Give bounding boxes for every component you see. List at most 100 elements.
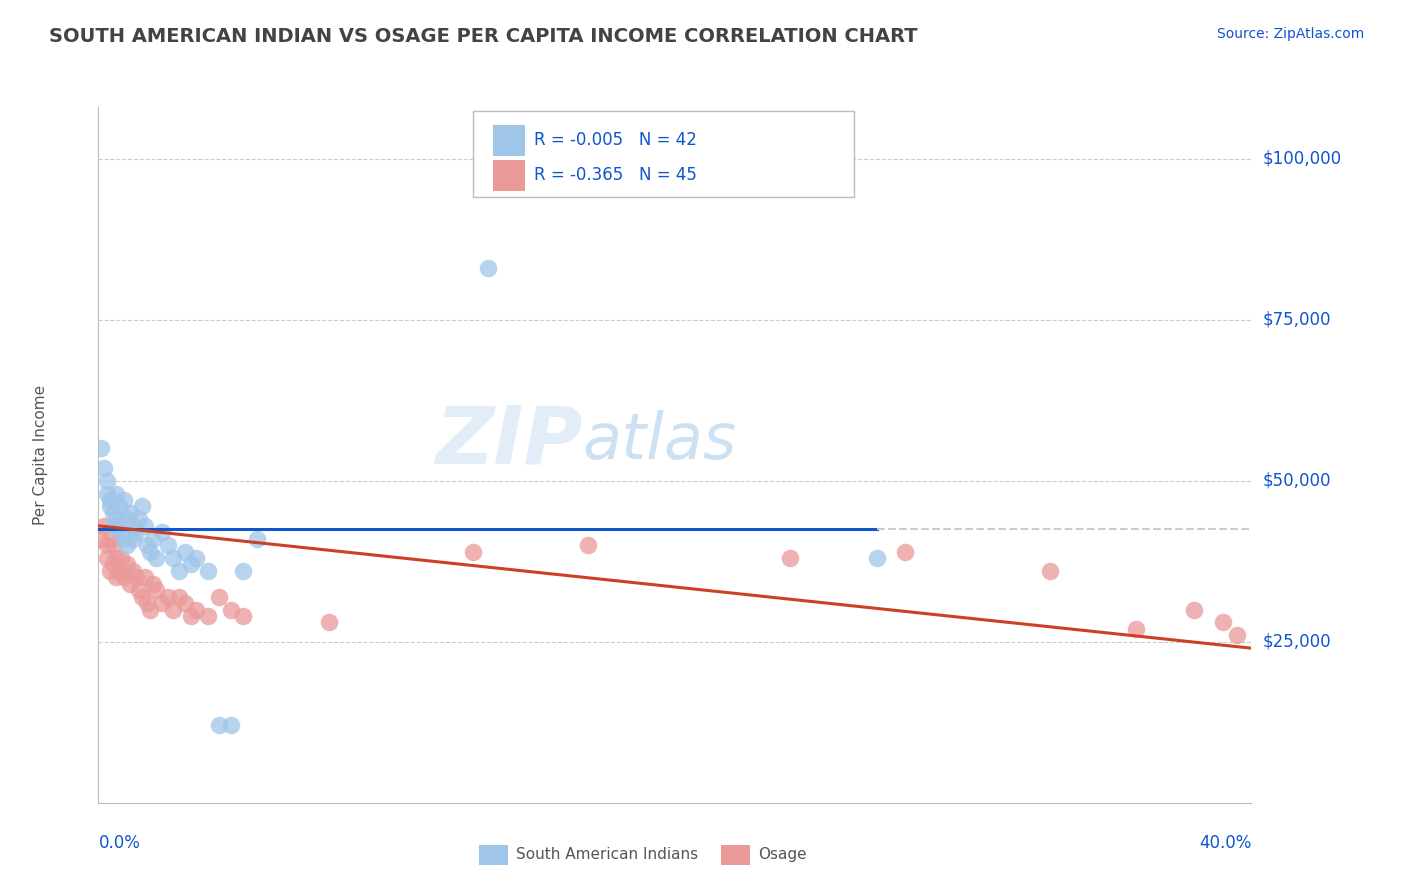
Point — [101, 558, 124, 572]
Text: R = -0.365   N = 45: R = -0.365 N = 45 — [534, 166, 697, 185]
Bar — [492, 125, 524, 156]
Point — [1125, 622, 1147, 636]
Point — [93, 460, 115, 475]
Point — [150, 596, 173, 610]
Point — [167, 564, 190, 578]
Text: $25,000: $25,000 — [1263, 632, 1331, 651]
Point — [145, 583, 167, 598]
Point — [101, 538, 124, 552]
Text: 40.0%: 40.0% — [1199, 834, 1251, 852]
Text: R = -0.005   N = 42: R = -0.005 N = 42 — [534, 131, 697, 150]
Point — [104, 570, 127, 584]
Point — [128, 583, 150, 598]
Text: Per Capita Income: Per Capita Income — [34, 384, 48, 525]
Bar — [721, 845, 749, 865]
Point — [162, 551, 184, 566]
Point — [122, 518, 145, 533]
Point — [122, 564, 145, 578]
Point — [186, 551, 208, 566]
Point — [117, 558, 138, 572]
Point — [112, 532, 135, 546]
Point — [231, 564, 254, 578]
Point — [180, 609, 202, 624]
Point — [197, 564, 219, 578]
Point — [96, 486, 118, 500]
Point — [318, 615, 340, 630]
Point — [117, 512, 138, 526]
Point — [93, 518, 115, 533]
Point — [894, 544, 917, 558]
Point — [98, 493, 121, 508]
Point — [186, 602, 208, 616]
Point — [208, 590, 231, 604]
Point — [96, 474, 118, 488]
Point — [98, 564, 121, 578]
Point — [96, 538, 118, 552]
Point — [96, 551, 118, 566]
Point — [125, 525, 148, 540]
Point — [104, 512, 127, 526]
Point — [104, 486, 127, 500]
Point — [174, 544, 197, 558]
Point — [1226, 628, 1249, 642]
Point — [231, 609, 254, 624]
Point — [98, 500, 121, 514]
Point — [866, 551, 889, 566]
Point — [150, 525, 173, 540]
Point — [112, 493, 135, 508]
Point — [246, 532, 269, 546]
Point — [219, 718, 242, 732]
Point — [98, 532, 121, 546]
Text: South American Indians: South American Indians — [516, 847, 697, 863]
Point — [134, 518, 156, 533]
Bar — [479, 845, 508, 865]
Text: atlas: atlas — [582, 410, 737, 472]
Point — [180, 558, 202, 572]
Point — [125, 570, 148, 584]
Text: ZIP: ZIP — [436, 402, 582, 480]
Point — [139, 602, 162, 616]
Point — [145, 551, 167, 566]
Bar — [492, 160, 524, 191]
Text: Source: ZipAtlas.com: Source: ZipAtlas.com — [1216, 27, 1364, 41]
Point — [131, 590, 153, 604]
Point — [142, 532, 165, 546]
Point — [122, 532, 145, 546]
Point — [477, 261, 499, 276]
Point — [167, 590, 190, 604]
Point — [139, 544, 162, 558]
Text: Osage: Osage — [758, 847, 807, 863]
Point — [117, 538, 138, 552]
Point — [110, 551, 132, 566]
Point — [162, 602, 184, 616]
Point — [112, 570, 135, 584]
Point — [107, 564, 129, 578]
Point — [156, 590, 179, 604]
Point — [136, 596, 159, 610]
Point — [134, 570, 156, 584]
Text: SOUTH AMERICAN INDIAN VS OSAGE PER CAPITA INCOME CORRELATION CHART: SOUTH AMERICAN INDIAN VS OSAGE PER CAPIT… — [49, 27, 918, 45]
Point — [136, 538, 159, 552]
Point — [101, 518, 124, 533]
Text: $100,000: $100,000 — [1263, 150, 1341, 168]
Point — [779, 551, 801, 566]
FancyBboxPatch shape — [472, 111, 853, 197]
Point — [1182, 602, 1205, 616]
Text: $50,000: $50,000 — [1263, 472, 1331, 490]
Point — [131, 500, 153, 514]
Point — [104, 551, 127, 566]
Point — [578, 538, 600, 552]
Point — [142, 576, 165, 591]
Point — [90, 442, 112, 456]
Point — [128, 512, 150, 526]
Point — [101, 506, 124, 520]
Point — [107, 500, 129, 514]
Point — [461, 544, 484, 558]
Point — [1038, 564, 1062, 578]
Point — [219, 602, 242, 616]
Point — [156, 538, 179, 552]
Text: $75,000: $75,000 — [1263, 310, 1331, 328]
Point — [208, 718, 231, 732]
Point — [1212, 615, 1234, 630]
Point — [110, 525, 132, 540]
